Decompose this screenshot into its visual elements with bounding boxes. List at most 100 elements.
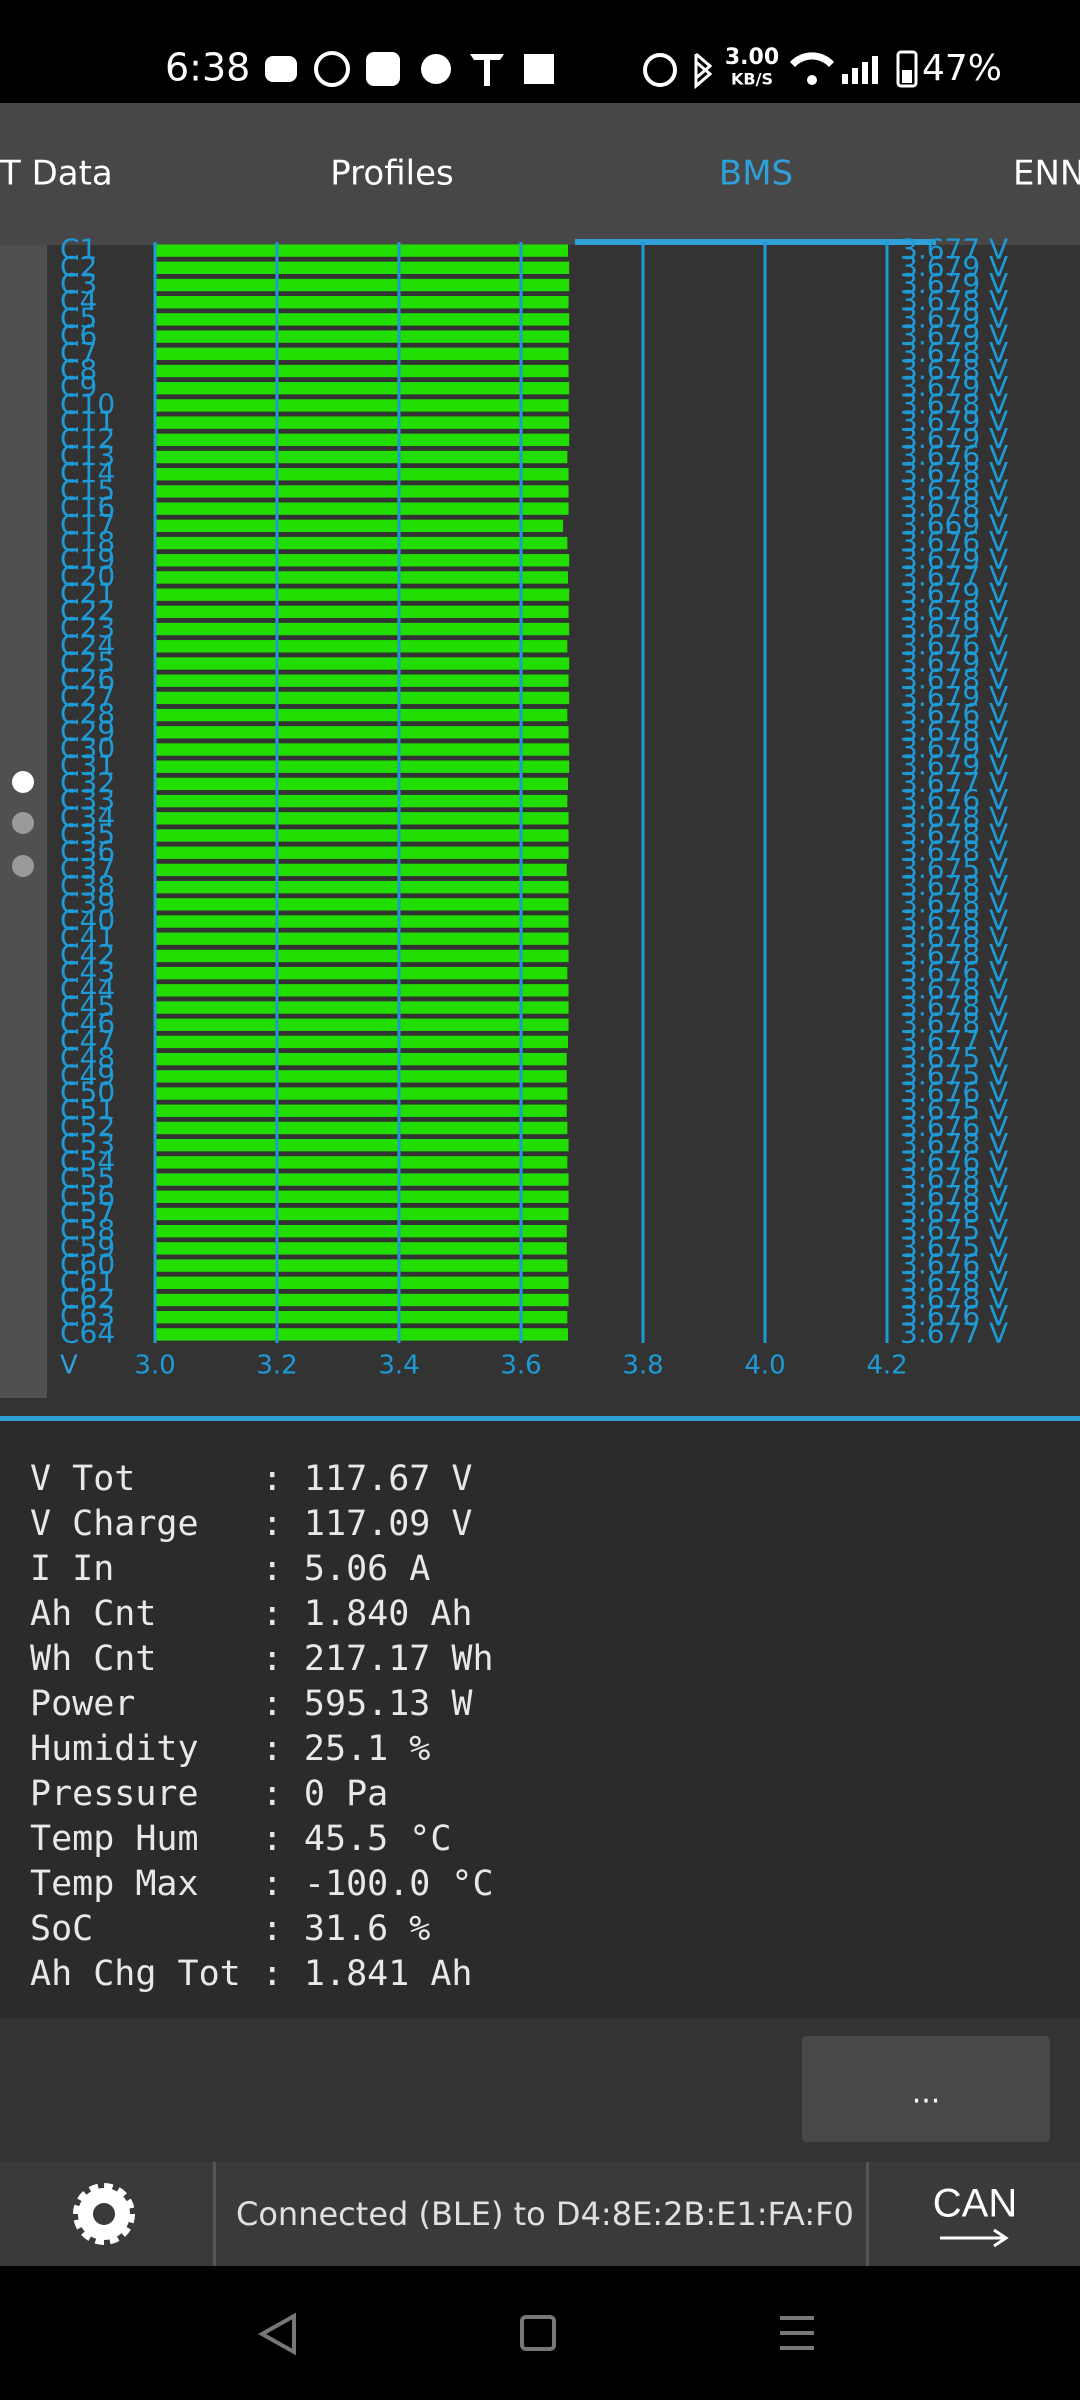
can-button[interactable]: CAN (933, 2182, 1017, 2226)
more-button[interactable] (802, 2036, 1050, 2142)
cell-label: C23 (60, 611, 115, 644)
cell-label: C44 (60, 972, 115, 1005)
settings-icon[interactable] (73, 2183, 135, 2245)
page-dot[interactable] (12, 855, 34, 877)
value-label: 3.679 V (900, 645, 1008, 678)
cell-label: C10 (60, 387, 115, 420)
value-label: 3.678 V (900, 594, 1008, 627)
bar (155, 846, 569, 859)
value-label: 3.678 V (900, 387, 1008, 420)
tab[interactable]: T Data (0, 154, 113, 194)
value-label: 3.679 V (900, 422, 1008, 455)
cell-label: C37 (60, 852, 115, 885)
bar (155, 519, 564, 533)
separator (0, 1416, 1080, 1421)
cell-label: C50 (60, 1076, 115, 1109)
cell-label: C8 (60, 353, 97, 386)
cell-label: C39 (60, 886, 115, 919)
tab[interactable]: ENN (1013, 154, 1080, 194)
cell-label: C21 (60, 577, 115, 610)
value-label: 3.678 V (900, 1196, 1008, 1229)
bar (155, 485, 569, 498)
bar (155, 760, 570, 773)
value-label: 3.676 V (900, 783, 1008, 816)
bar (155, 536, 568, 550)
tab-bar (0, 103, 1080, 245)
bar (155, 674, 569, 687)
bar (155, 261, 570, 274)
x-tick-label: 3.6 (500, 1351, 541, 1381)
divider (213, 2162, 216, 2266)
nav-menu[interactable] (780, 2316, 814, 2350)
cell-label: C61 (60, 1265, 115, 1298)
bar (155, 1190, 569, 1203)
value-label: 3.675 V (900, 1230, 1008, 1263)
bar (155, 382, 570, 395)
status-bar (0, 0, 1080, 103)
cell-label: C41 (60, 921, 115, 954)
cell-label: C48 (60, 1041, 115, 1074)
bar (155, 1259, 568, 1272)
bar (155, 1173, 569, 1186)
nav-home[interactable] (520, 2315, 556, 2351)
cell-label: C17 (60, 508, 115, 541)
bar (155, 984, 569, 997)
value-label: 3.679 V (900, 267, 1008, 300)
value-label: 3.679 V (900, 749, 1008, 782)
value-label: 3.679 V (900, 250, 1008, 283)
cell-label: C3 (60, 267, 97, 300)
bar (155, 588, 570, 601)
bar (155, 812, 569, 825)
cell-label: C60 (60, 1248, 115, 1281)
cell-label: C56 (60, 1179, 115, 1212)
system-icons (643, 52, 713, 90)
stat-row: Humidity : 25.1 % (30, 1729, 430, 1769)
cell-label: C36 (60, 835, 115, 868)
cell-label: C18 (60, 525, 115, 558)
bar (155, 1242, 567, 1255)
cell-label: C7 (60, 336, 97, 369)
value-label: 3.675 V (900, 1058, 1008, 1091)
value-label: 3.678 V (900, 990, 1008, 1023)
footer (0, 2162, 1080, 2266)
page-dot[interactable] (12, 812, 34, 834)
bar (155, 743, 570, 756)
value-label: 3.678 V (900, 473, 1008, 506)
value-label: 3.678 V (900, 284, 1008, 317)
stat-row: Temp Hum : 45.5 °C (30, 1819, 451, 1859)
more-button-label: ... (912, 2076, 941, 2111)
value-label: 3.678 V (900, 714, 1008, 747)
value-label: 3.678 V (900, 336, 1008, 369)
stat-row: Temp Max : -100.0 °C (30, 1864, 494, 1904)
bar (155, 468, 569, 481)
cell-label: C15 (60, 473, 115, 506)
stat-row: Ah Cnt : 1.840 Ah (30, 1594, 473, 1634)
value-label: 3.669 V (900, 508, 1008, 541)
value-label: 3.677 V (900, 1024, 1008, 1057)
bar (155, 1207, 569, 1221)
bar (155, 880, 569, 894)
page-dot-active[interactable] (12, 771, 34, 793)
x-tick-label: 3.0 (134, 1351, 175, 1381)
value-label: 3.678 V (900, 491, 1008, 524)
cell-label: C24 (60, 628, 115, 661)
bar (155, 416, 570, 429)
value-label: 3.679 V (900, 405, 1008, 438)
tab[interactable]: Profiles (330, 154, 453, 194)
nav-back[interactable] (257, 2312, 296, 2356)
bar (155, 1293, 569, 1307)
cell-label: C53 (60, 1127, 115, 1160)
tab-active[interactable]: BMS (719, 154, 793, 194)
bar (155, 1156, 568, 1169)
cell-label: C58 (60, 1213, 115, 1246)
cell-label: C19 (60, 542, 115, 575)
cell-label: C30 (60, 731, 115, 764)
bar (155, 708, 568, 722)
stat-row: V Charge : 117.09 V (30, 1504, 473, 1544)
bar (155, 794, 568, 808)
value-label: 3.676 V (900, 1248, 1008, 1281)
signal-icons (790, 50, 918, 88)
value-label: 3.678 V (900, 869, 1008, 902)
